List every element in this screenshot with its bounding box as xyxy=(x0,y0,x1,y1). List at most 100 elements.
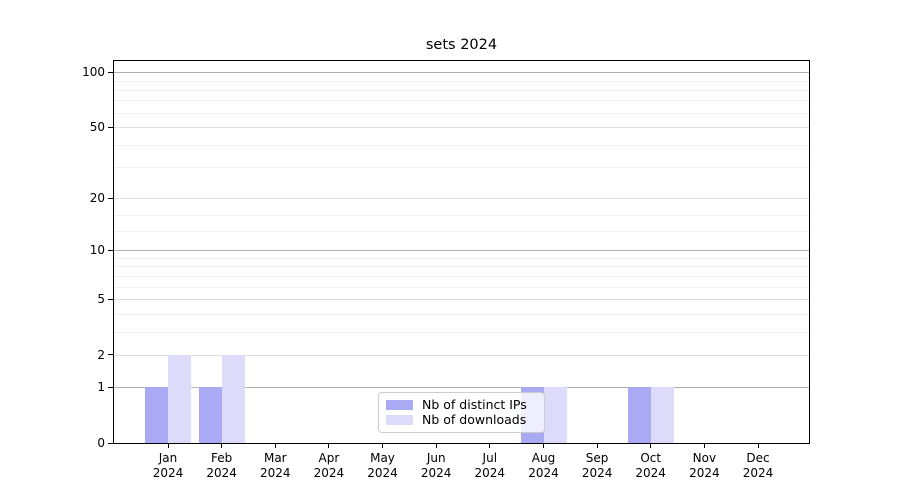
gridline-minor xyxy=(114,258,809,259)
legend-item-downloads: Nb of downloads xyxy=(386,413,536,427)
x-tick-year: 2024 xyxy=(474,466,506,480)
x-tick-month: Aug xyxy=(531,451,556,465)
gridline-minor xyxy=(114,80,809,82)
gridline-minor xyxy=(114,275,809,277)
x-tick-month: Apr xyxy=(318,451,340,465)
gridline-5 xyxy=(114,299,809,300)
x-tick-label-apr: Apr 2024 xyxy=(297,451,361,481)
gridline-20 xyxy=(114,198,809,200)
legend: Nb of distinct IPs Nb of downloads xyxy=(378,392,545,433)
y-tick-50 xyxy=(108,126,113,128)
x-tick-year: 2024 xyxy=(367,466,398,480)
x-tick-oct xyxy=(650,444,652,448)
y-tick-2 xyxy=(108,354,113,356)
gridline-minor xyxy=(114,144,809,146)
x-tick-label-oct: Oct 2024 xyxy=(619,451,683,481)
gridline-minor xyxy=(114,89,809,91)
x-tick-label-jan: Jan 2024 xyxy=(136,451,200,481)
x-tick-year: 2024 xyxy=(313,466,345,480)
x-tick-aug xyxy=(543,444,544,448)
x-tick-label-jun: Jun 2024 xyxy=(404,451,468,481)
bar-jan-distinct-ips xyxy=(145,387,168,443)
x-tick-year: 2024 xyxy=(528,466,559,480)
x-tick-label-sep: Sep 2024 xyxy=(565,451,629,481)
gridline-minor xyxy=(114,167,809,168)
y-tick-10 xyxy=(108,249,113,251)
x-tick-year: 2024 xyxy=(420,466,452,480)
gridline-100 xyxy=(114,72,809,74)
x-tick-month: Jul xyxy=(482,451,498,465)
plot-area xyxy=(113,60,810,444)
gridline-10 xyxy=(114,250,809,252)
x-tick-year: 2024 xyxy=(206,466,237,480)
x-tick-apr xyxy=(328,444,330,448)
x-tick-year: 2024 xyxy=(689,466,720,480)
x-tick-month: Oct xyxy=(640,451,662,465)
x-tick-month: Sep xyxy=(585,451,609,465)
y-tick-1 xyxy=(108,386,113,388)
x-tick-label-dec: Dec 2024 xyxy=(726,451,790,481)
bar-feb-downloads xyxy=(221,354,245,443)
bar-oct-distinct-ips xyxy=(627,387,651,443)
gridline-minor xyxy=(114,313,809,315)
gridline-minor xyxy=(114,215,809,217)
grid-layer xyxy=(114,61,809,443)
y-tick-label-2: 2 xyxy=(97,347,105,362)
y-tick-label-1: 1 xyxy=(97,380,105,395)
bar-oct-downloads xyxy=(650,387,674,443)
x-tick-month: Jun xyxy=(426,451,446,465)
bar-feb-distinct-ips xyxy=(198,387,222,443)
gridline-1 xyxy=(114,387,809,389)
legend-swatch-downloads-icon xyxy=(386,415,413,425)
x-tick-label-feb: Feb 2024 xyxy=(190,451,254,481)
y-tick-label-20: 20 xyxy=(89,191,105,206)
x-tick-year: 2024 xyxy=(260,466,291,480)
x-tick-month: Nov xyxy=(692,451,717,465)
legend-swatch-distinct-ips-icon xyxy=(386,400,413,410)
y-tick-0 xyxy=(108,442,113,444)
x-tick-label-jul: Jul 2024 xyxy=(458,451,522,481)
x-tick-label-nov: Nov 2024 xyxy=(672,451,736,481)
x-tick-year: 2024 xyxy=(635,466,666,480)
bars-layer xyxy=(114,61,809,443)
chart-title: sets 2024 xyxy=(425,37,498,53)
gridline-50 xyxy=(114,127,809,128)
legend-label-downloads: Nb of downloads xyxy=(422,412,527,427)
gridline-minor xyxy=(114,266,809,268)
x-tick-month: Jan xyxy=(158,451,178,465)
x-tick-label-may: May 2024 xyxy=(351,451,415,481)
x-tick-jul xyxy=(489,444,491,448)
x-tick-nov xyxy=(703,444,705,448)
gridline-minor xyxy=(114,331,809,333)
y-tick-20 xyxy=(108,197,113,199)
x-tick-jun xyxy=(435,444,437,448)
gridline-minor xyxy=(114,230,809,232)
legend-label-distinct-ips: Nb of distinct IPs xyxy=(422,397,527,412)
legend-item-distinct-ips: Nb of distinct IPs xyxy=(386,398,536,412)
y-tick-label-50: 50 xyxy=(89,120,105,134)
x-tick-month: Feb xyxy=(210,451,233,465)
y-tick-label-5: 5 xyxy=(97,292,105,306)
x-tick-feb xyxy=(221,444,223,448)
y-tick-5 xyxy=(108,298,113,300)
gridline-minor xyxy=(114,112,809,114)
x-tick-year: 2024 xyxy=(581,466,613,480)
x-tick-sep xyxy=(596,444,598,448)
bar-aug-downloads xyxy=(543,387,567,443)
y-tick-label-0: 0 xyxy=(97,436,105,450)
y-tick-label-100: 100 xyxy=(82,65,105,80)
gridline-minor xyxy=(114,100,809,102)
x-tick-year: 2024 xyxy=(742,466,774,480)
y-tick-100 xyxy=(108,71,113,73)
x-tick-mar xyxy=(274,444,276,448)
x-tick-month: Dec xyxy=(746,451,770,465)
x-tick-jan xyxy=(167,444,169,448)
x-tick-label-mar: Mar 2024 xyxy=(243,451,307,481)
x-tick-month: Mar xyxy=(263,451,287,465)
y-tick-label-10: 10 xyxy=(89,243,105,258)
gridline-2 xyxy=(114,354,809,356)
x-tick-label-aug: Aug 2024 xyxy=(512,451,576,481)
x-tick-year: 2024 xyxy=(152,466,184,480)
x-tick-month: May xyxy=(370,451,395,465)
